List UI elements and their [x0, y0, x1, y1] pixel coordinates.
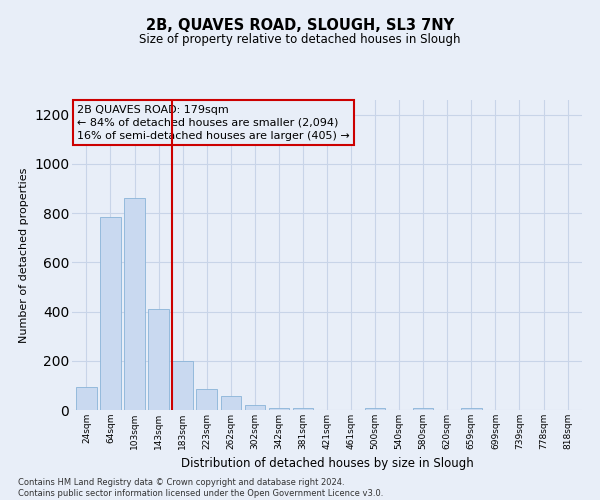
Bar: [413, 408, 433, 410]
Bar: [365, 408, 385, 410]
Y-axis label: Number of detached properties: Number of detached properties: [19, 168, 29, 342]
Bar: [461, 408, 482, 410]
Text: Size of property relative to detached houses in Slough: Size of property relative to detached ho…: [139, 32, 461, 46]
Bar: [245, 405, 265, 410]
Bar: [148, 309, 169, 410]
Bar: [196, 389, 217, 410]
Bar: [100, 217, 121, 410]
X-axis label: Distribution of detached houses by size in Slough: Distribution of detached houses by size …: [181, 458, 473, 470]
Text: Contains HM Land Registry data © Crown copyright and database right 2024.
Contai: Contains HM Land Registry data © Crown c…: [18, 478, 383, 498]
Text: 2B, QUAVES ROAD, SLOUGH, SL3 7NY: 2B, QUAVES ROAD, SLOUGH, SL3 7NY: [146, 18, 454, 32]
Bar: [221, 396, 241, 410]
Bar: [293, 408, 313, 410]
Bar: [269, 408, 289, 410]
Bar: [172, 361, 193, 410]
Bar: [124, 198, 145, 410]
Text: 2B QUAVES ROAD: 179sqm
← 84% of detached houses are smaller (2,094)
16% of semi-: 2B QUAVES ROAD: 179sqm ← 84% of detached…: [77, 104, 350, 141]
Bar: [76, 386, 97, 410]
